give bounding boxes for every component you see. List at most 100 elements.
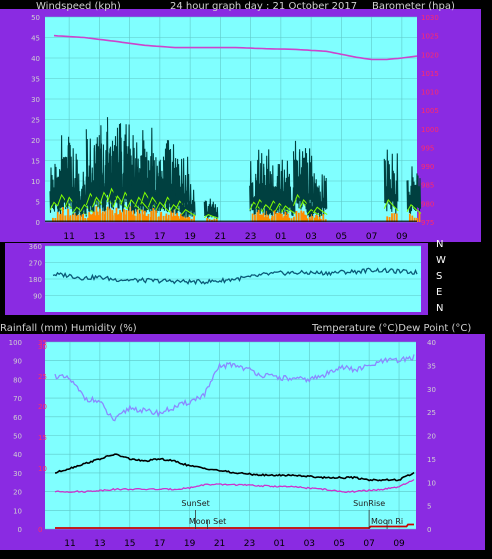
barometer-y-tick: 1005 [421, 107, 439, 115]
wind-baro-tick-labels: 0510152025303540455097598098599099510001… [31, 14, 439, 242]
wind-bar [286, 213, 289, 223]
compass-point-label: N [436, 239, 443, 250]
wind-bar [171, 216, 174, 223]
wind-speed-trace [140, 127, 155, 211]
wind-x-tick: 05 [336, 232, 347, 242]
wind-bar [187, 216, 189, 222]
wind-x-tick: 11 [63, 232, 74, 242]
wind-bar [293, 216, 295, 222]
wind-average-line [181, 209, 196, 217]
wind-bar [290, 218, 293, 223]
wind-baro-chart-title: 24 hour graph day : 21 October 2017 [170, 1, 357, 12]
wind-bar [279, 213, 282, 223]
wind-bar [263, 217, 266, 222]
barometer-y-tick: 1000 [421, 126, 439, 134]
wind-bar [262, 213, 265, 223]
wind-bar [104, 211, 107, 223]
wind-bar [186, 218, 188, 222]
wind-bar [391, 213, 393, 222]
wind-bar [322, 214, 325, 222]
wind-bar [155, 210, 157, 222]
wind-bar [145, 215, 147, 222]
humidity-y-tick: 10 [13, 507, 22, 515]
temp-hum-x-tick: 05 [333, 539, 344, 549]
wind-bar [52, 217, 54, 222]
wind-bar [282, 217, 284, 223]
wind-bar [172, 208, 175, 222]
wind-average-line [204, 214, 219, 219]
wind-x-tick: 19 [184, 232, 196, 242]
wind-y-tick: 35 [31, 76, 40, 84]
wind-bar [79, 213, 82, 222]
rain-y-tick: 10 [38, 465, 47, 473]
wind-bar [251, 213, 254, 222]
wind-bar [213, 218, 216, 222]
wind-bar [64, 215, 67, 222]
wind-y-tick: 40 [31, 55, 40, 63]
wind-bar [179, 213, 182, 222]
wind-bar [257, 209, 260, 223]
wind-bar [260, 214, 262, 223]
wind-bar [119, 209, 121, 223]
wind-bar [411, 215, 414, 222]
wind-y-tick: 45 [31, 35, 40, 43]
barometer-y-tick: 980 [421, 200, 434, 208]
wind-bar [181, 216, 183, 223]
wind-baro-series [45, 34, 422, 223]
wind-bar [152, 210, 155, 222]
temp-hum-x-tick: 11 [64, 539, 75, 549]
wind-bar [125, 210, 128, 223]
humidity-y-tick: 50 [13, 433, 22, 441]
wind-average-line [79, 204, 95, 214]
wind-average-line [72, 206, 87, 216]
wind-bar [162, 215, 165, 222]
wind-bar [120, 212, 123, 223]
wind-speed-trace [175, 156, 190, 214]
wind-bar [74, 215, 77, 223]
wind-bar [288, 217, 291, 223]
wind-bar [59, 214, 62, 223]
wind-y-tick: 50 [31, 14, 40, 22]
wind-direction-line [52, 267, 418, 286]
wind-bar [393, 213, 396, 223]
humidity-y-tick: 0 [18, 526, 22, 534]
wind-y-tick: 20 [31, 137, 40, 145]
wind-bar [136, 209, 139, 222]
temp-hum-x-tick: 19 [184, 539, 196, 549]
wind-bar [266, 217, 268, 223]
wind-bar [258, 214, 261, 223]
barometer-y-tick: 1015 [421, 70, 439, 78]
temp-hum-x-tick: 23 [244, 539, 255, 549]
wind-bar [133, 215, 136, 222]
wind-bar [318, 216, 321, 222]
wind-bar [188, 217, 191, 223]
temperature-y-tick: 5 [427, 503, 431, 511]
direction-y-tick: 270 [29, 260, 42, 268]
barometer-y-tick: 1010 [421, 89, 439, 97]
wind-x-tick: 13 [94, 232, 105, 242]
moon-event-label: Moon Set [189, 517, 226, 526]
rain-y-tick: 15 [38, 434, 47, 442]
wind-bar [418, 212, 421, 223]
wind-bar [87, 217, 89, 222]
wind-bar [284, 211, 287, 222]
wind-bar [94, 215, 97, 223]
wind-bar [139, 213, 141, 222]
wind-x-tick: 21 [215, 232, 226, 242]
wind-bar [56, 211, 59, 223]
wind-bar [184, 216, 187, 223]
wind-bar [167, 214, 170, 222]
wind-bar [303, 214, 306, 223]
wind-speed-trace [64, 144, 80, 213]
wind-bar [130, 206, 133, 223]
wind-y-tick: 0 [36, 219, 40, 227]
wind-bar [160, 211, 163, 222]
wind-bar [129, 211, 131, 222]
wind-bar [101, 211, 104, 222]
barometer-y-tick: 990 [421, 163, 434, 171]
wind-speed-trace [280, 170, 296, 217]
wind-bar [285, 215, 288, 223]
wind-bar [271, 215, 274, 222]
wind-bar [320, 219, 322, 223]
